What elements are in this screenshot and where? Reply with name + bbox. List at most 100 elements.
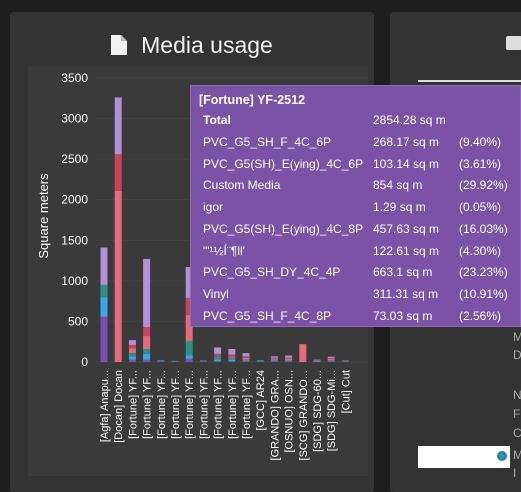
bar-segment[interactable]: [100, 297, 108, 317]
bar-segment[interactable]: [327, 356, 335, 358]
tooltip-row: PVC_G5_SH_DY_4C_4P 663.1 sq m (23.23%): [191, 265, 521, 285]
tooltip-row-percent: (0.05%): [459, 200, 502, 215]
bar-segment[interactable]: [185, 297, 193, 315]
bar-segment[interactable]: [185, 267, 193, 298]
printer-icon[interactable]: [506, 36, 521, 50]
bar-segment[interactable]: [270, 360, 278, 362]
bar-segment[interactable]: [256, 361, 264, 363]
bar-segment[interactable]: [171, 361, 179, 363]
bar-segment[interactable]: [242, 353, 250, 357]
bar-segment[interactable]: [270, 356, 278, 358]
bar-segment[interactable]: [157, 361, 165, 362]
bar-segment[interactable]: [341, 360, 349, 361]
bar-segment[interactable]: [185, 340, 193, 356]
bar-segment[interactable]: [228, 357, 236, 358]
bar-segment[interactable]: [270, 361, 278, 362]
bar-segment[interactable]: [242, 359, 250, 361]
bar-segment[interactable]: [128, 359, 136, 362]
bar-segment[interactable]: [285, 358, 293, 360]
tooltip-header: [Fortune] YF-2512: [199, 93, 306, 107]
edge-letter: F: [513, 407, 521, 421]
x-tick-label: [Fortune] YF...: [142, 370, 154, 439]
bar-segment[interactable]: [214, 359, 222, 362]
tooltip-row-percent: (16.03%): [459, 221, 508, 236]
bar-segment[interactable]: [185, 355, 193, 359]
bar-segment[interactable]: [327, 360, 335, 362]
bar-segment[interactable]: [185, 314, 193, 341]
bar-segment[interactable]: [100, 284, 108, 298]
bar-segment[interactable]: [128, 353, 136, 357]
tooltip-row-percent: (10.91%): [459, 286, 508, 301]
bar-segment[interactable]: [285, 355, 293, 358]
bar-segment[interactable]: [313, 359, 321, 361]
bar-segment[interactable]: [285, 359, 293, 361]
x-tick-label: [Fortune] YF...: [198, 370, 210, 439]
bar-segment[interactable]: [128, 356, 136, 360]
tooltip-row-percent: (29.92%): [459, 178, 508, 193]
bar-segment[interactable]: [214, 353, 222, 357]
bar-segment[interactable]: [341, 361, 349, 363]
bar-segment[interactable]: [199, 360, 207, 362]
bar-segment[interactable]: [128, 348, 136, 354]
tooltip-row-percent: (9.40%): [459, 135, 502, 149]
bar-segment[interactable]: [242, 357, 250, 360]
bar-segment[interactable]: [143, 359, 151, 362]
bar-segment[interactable]: [199, 361, 207, 362]
x-tick-label: [GRANDO] GRA...: [269, 370, 281, 460]
bar-segment[interactable]: [114, 97, 122, 155]
tooltip-row-value: 122.61 sq m: [373, 243, 440, 258]
bar-segment[interactable]: [285, 361, 293, 362]
bar-segment[interactable]: [270, 358, 278, 360]
tooltip-row-label: "'¹½Í¨¶ll': [203, 243, 245, 258]
bar-segment[interactable]: [128, 340, 136, 345]
tooltip-total-label: Total: [203, 113, 231, 127]
bar-segment[interactable]: [100, 247, 108, 285]
y-tick-label: 500: [68, 314, 88, 328]
bar-segment[interactable]: [114, 190, 122, 362]
bar-segment[interactable]: [299, 344, 307, 362]
bar-segment[interactable]: [143, 327, 151, 337]
bar-segment[interactable]: [228, 349, 236, 355]
bar-segment[interactable]: [114, 154, 122, 191]
bar-segment[interactable]: [242, 361, 250, 362]
bar-segment[interactable]: [313, 361, 321, 363]
x-tick-label: [Fortune] YF...: [184, 370, 196, 439]
bar-segment[interactable]: [285, 360, 293, 362]
x-tick-label: [Fortune] YF...: [227, 370, 239, 439]
bar-segment[interactable]: [327, 358, 335, 361]
tooltip-row-value: 1.29 sq m: [373, 200, 426, 215]
tooltip-row: PVC_G5_SH_F_4C_8P 73.03 sq m (2.56%): [191, 309, 521, 329]
bar-segment[interactable]: [327, 357, 335, 359]
bar-segment[interactable]: [270, 359, 278, 361]
bar-segment[interactable]: [214, 361, 222, 362]
tooltip-row: Custom Media 854 sq m (29.92%): [191, 178, 521, 198]
bar-segment[interactable]: [313, 360, 321, 362]
bar-segment[interactable]: [341, 360, 349, 362]
bar-segment[interactable]: [185, 358, 193, 362]
bar-segment[interactable]: [327, 361, 335, 362]
bar-segment[interactable]: [228, 354, 236, 358]
bar-segment[interactable]: [157, 360, 165, 362]
tooltip-row-percent: (2.56%): [459, 308, 502, 323]
bar-segment[interactable]: [327, 360, 335, 361]
bar-segment[interactable]: [270, 357, 278, 359]
bar-segment[interactable]: [228, 361, 236, 362]
bar-segment[interactable]: [171, 360, 179, 362]
bar-segment[interactable]: [143, 349, 151, 354]
bar-segment[interactable]: [100, 316, 108, 362]
bar-segment[interactable]: [242, 360, 250, 362]
bar-segment[interactable]: [214, 347, 222, 354]
bar-segment[interactable]: [256, 359, 264, 362]
bar-segment[interactable]: [242, 356, 250, 358]
bar-segment[interactable]: [228, 359, 236, 362]
bar-segment[interactable]: [128, 344, 136, 349]
bar-segment[interactable]: [143, 258, 151, 328]
bar-segment[interactable]: [228, 357, 236, 360]
x-tick-label: [Docan] Docan: [113, 370, 125, 443]
bar-segment[interactable]: [143, 336, 151, 350]
bar-segment[interactable]: [214, 356, 222, 360]
bar-segment[interactable]: [285, 357, 293, 359]
tooltip-row-value: 854 sq m: [373, 178, 423, 193]
bar-segment[interactable]: [313, 360, 321, 361]
bar-segment[interactable]: [143, 353, 151, 360]
